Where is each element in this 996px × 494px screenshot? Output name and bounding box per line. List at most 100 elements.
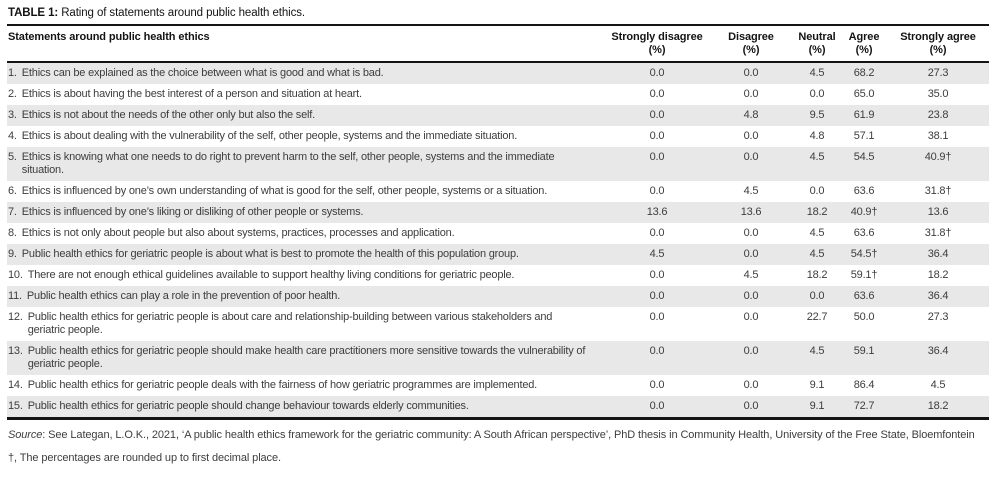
table-row: 11. Public health ethics can play a role… [7, 286, 989, 307]
source-label: Source [8, 429, 43, 441]
statement-cell: 15. Public health ethics for geriatric p… [7, 396, 605, 419]
value-disagree: 0.0 [743, 130, 759, 142]
value-strongly-disagree: 4.5 [649, 248, 665, 260]
value-strongly-agree: 36.4 [927, 345, 949, 357]
value-disagree: 0.0 [743, 151, 759, 163]
value-agree: 61.9 [853, 109, 875, 121]
value-strongly-disagree: 0.0 [649, 109, 665, 121]
statement-cell: 2. Ethics is about having the best inter… [7, 84, 605, 105]
value-strongly-agree: 18.2 [927, 269, 949, 281]
value-agree: 57.1 [853, 130, 875, 142]
column-header-agree: Agree (%) [841, 26, 887, 63]
statement-text: Ethics is knowing what one needs to do r… [21, 151, 555, 176]
statement-number: 8. [8, 227, 17, 239]
statement-cell: 10. There are not enough ethical guideli… [7, 265, 605, 286]
statement-number: 6. [8, 185, 17, 197]
statement-number: 5. [8, 151, 17, 163]
table-title-label: TABLE 1: [8, 7, 59, 19]
column-header-neutral: Neutral (%) [793, 26, 841, 63]
value-agree: 59.1 [853, 345, 875, 357]
statement-text: Ethics is not only about people but also… [21, 227, 455, 239]
value-agree: 54.5† [850, 248, 878, 260]
statement-number: 15. [8, 400, 23, 412]
value-strongly-agree: 4.5 [930, 379, 946, 391]
statement-text: Public health ethics for geriatric peopl… [27, 400, 469, 412]
column-header-strongly-agree: Strongly agree (%) [887, 26, 989, 63]
value-disagree: 4.8 [743, 109, 759, 121]
value-strongly-disagree: 0.0 [649, 151, 665, 163]
statement-number: 11. [8, 290, 22, 302]
statement-cell: 11. Public health ethics can play a role… [7, 286, 605, 307]
value-strongly-disagree: 0.0 [649, 400, 665, 412]
table-row: 12. Public health ethics for geriatric p… [7, 307, 989, 341]
value-strongly-disagree: 13.6 [646, 206, 668, 218]
value-strongly-disagree: 0.0 [649, 88, 665, 100]
statement-cell: 13. Public health ethics for geriatric p… [7, 341, 605, 375]
value-agree: 54.5 [853, 151, 875, 163]
statement-text: Public health ethics for geriatric peopl… [21, 248, 519, 260]
value-strongly-agree: 36.4 [927, 290, 949, 302]
statement-text: Public health ethics for geriatric peopl… [27, 345, 586, 370]
table-row: 3. Ethics is not about the needs of the … [7, 105, 989, 126]
statement-number: 14. [8, 379, 23, 391]
value-strongly-agree: 18.2 [927, 400, 949, 412]
column-header-statements: Statements around public health ethics [7, 26, 605, 63]
value-strongly-disagree: 0.0 [649, 67, 665, 79]
statement-cell: 6. Ethics is influenced by one’s own und… [7, 181, 605, 202]
table-title-text: Rating of statements around public healt… [58, 7, 305, 19]
statement-cell: 5. Ethics is knowing what one needs to d… [7, 147, 605, 181]
value-neutral: 22.7 [806, 311, 828, 323]
value-neutral: 4.5 [809, 248, 825, 260]
statement-text: Ethics is about having the best interest… [21, 88, 362, 100]
table-row: 2. Ethics is about having the best inter… [7, 84, 989, 105]
statement-number: 12. [8, 311, 23, 323]
value-strongly-agree: 35.0 [927, 88, 949, 100]
statement-text: Public health ethics for geriatric peopl… [27, 379, 538, 391]
column-header-disagree: Disagree (%) [709, 26, 793, 63]
table-row: 7. Ethics is influenced by one’s liking … [7, 202, 989, 223]
value-agree: 63.6 [853, 227, 875, 239]
statement-cell: 7. Ethics is influenced by one’s liking … [7, 202, 605, 223]
statement-cell: 8. Ethics is not only about people but a… [7, 223, 605, 244]
value-agree: 63.6 [853, 185, 875, 197]
source-note: Source: See Lategan, L.O.K., 2021, ‘A pu… [8, 428, 988, 442]
value-strongly-disagree: 0.0 [649, 130, 665, 142]
statement-number: 3. [8, 109, 17, 121]
statement-number: 13. [8, 345, 23, 357]
value-agree: 59.1† [850, 269, 878, 281]
paper-table-figure: TABLE 1: Rating of statements around pub… [7, 7, 989, 464]
value-neutral: 18.2 [806, 206, 828, 218]
value-agree: 65.0 [853, 88, 875, 100]
value-agree: 72.7 [853, 400, 875, 412]
value-neutral: 9.5 [809, 109, 825, 121]
value-neutral: 0.0 [809, 290, 825, 302]
statement-text: There are not enough ethical guidelines … [27, 269, 515, 281]
value-strongly-agree: 27.3 [927, 67, 949, 79]
value-disagree: 0.0 [743, 248, 759, 260]
table-row: 8. Ethics is not only about people but a… [7, 223, 989, 244]
value-neutral: 9.1 [809, 379, 825, 391]
statement-number: 1. [8, 67, 17, 79]
footnote-dagger: †, The percentages are rounded up to fir… [8, 452, 281, 464]
statement-cell: 1. Ethics can be explained as the choice… [7, 62, 605, 84]
value-strongly-agree: 13.6 [927, 206, 949, 218]
value-strongly-agree: 40.9† [924, 151, 952, 163]
value-disagree: 0.0 [743, 400, 759, 412]
value-disagree: 0.0 [743, 67, 759, 79]
statement-cell: 4. Ethics is about dealing with the vuln… [7, 126, 605, 147]
value-agree: 86.4 [853, 379, 875, 391]
value-disagree: 13.6 [740, 206, 762, 218]
value-neutral: 18.2 [806, 269, 828, 281]
value-disagree: 0.0 [743, 290, 759, 302]
table-row: 9. Public health ethics for geriatric pe… [7, 244, 989, 265]
table-row: 13. Public health ethics for geriatric p… [7, 341, 989, 375]
statement-number: 2. [8, 88, 17, 100]
table-body: 1. Ethics can be explained as the choice… [7, 62, 989, 419]
statement-text: Ethics is about dealing with the vulnera… [21, 130, 518, 142]
value-agree: 63.6 [853, 290, 875, 302]
value-disagree: 0.0 [743, 227, 759, 239]
statement-number: 7. [8, 206, 17, 218]
statement-cell: 14. Public health ethics for geriatric p… [7, 375, 605, 396]
table-row: 1. Ethics can be explained as the choice… [7, 62, 989, 84]
table-row: 5. Ethics is knowing what one needs to d… [7, 147, 989, 181]
